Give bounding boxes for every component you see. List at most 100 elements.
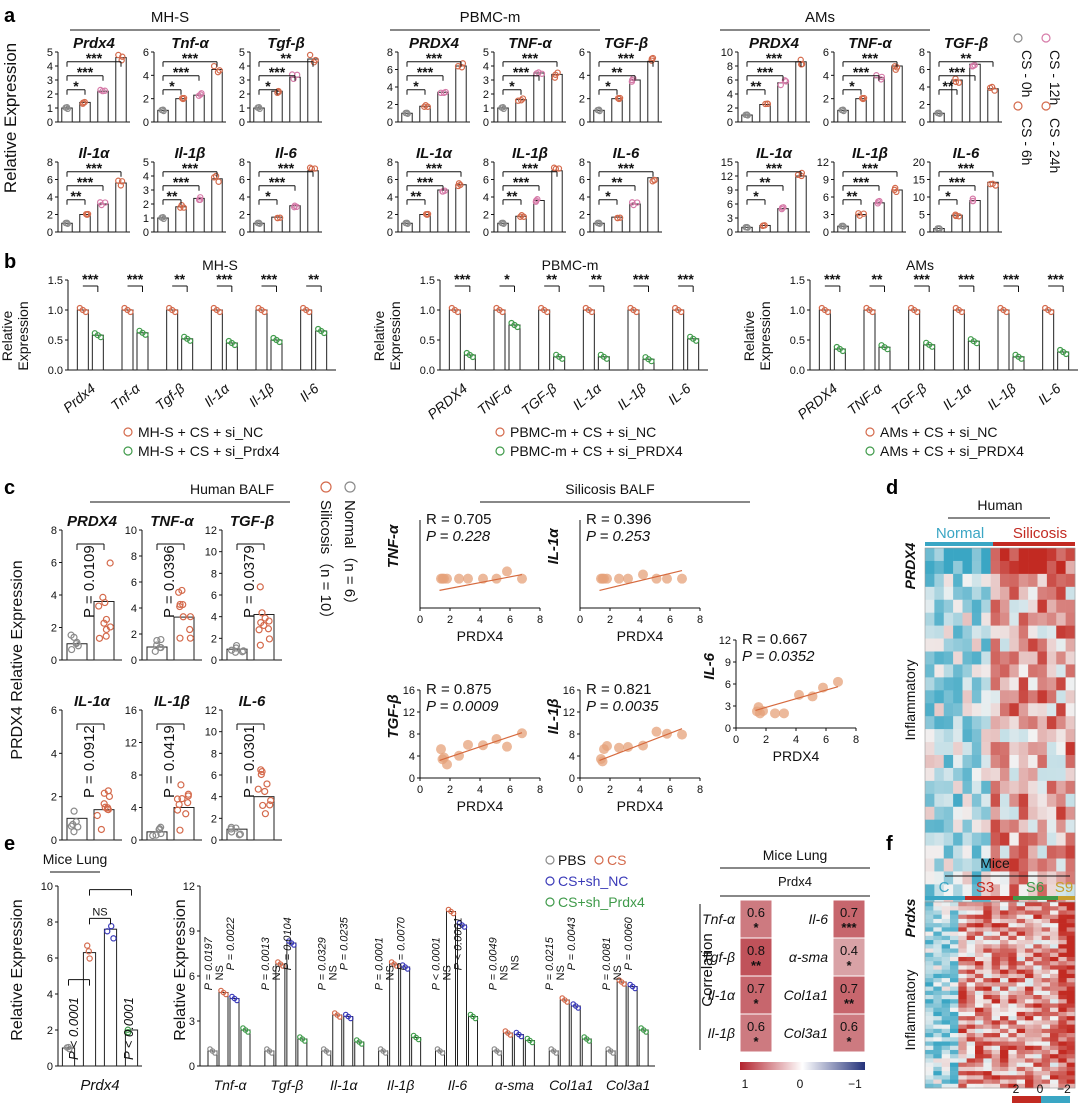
heat-cell (950, 1079, 959, 1085)
heat-cell (958, 1037, 967, 1042)
y-label: IL-1β (545, 698, 562, 734)
heat-cell (1000, 742, 1010, 756)
sig-label: *** (853, 174, 870, 190)
heat-cell (950, 918, 959, 924)
data-point (651, 176, 658, 184)
y-tick-label: 0 (211, 655, 217, 667)
y-label: Relative (741, 311, 757, 362)
sig-label: *** (862, 50, 879, 66)
heat-cell (1008, 999, 1017, 1004)
y-tick-label: 2 (239, 89, 245, 101)
panel-label-e: e (4, 833, 15, 855)
heat-cell (1041, 1020, 1051, 1025)
scatter-point (623, 741, 633, 752)
heat-cell (1037, 845, 1048, 859)
bar (491, 1050, 502, 1067)
bar (455, 184, 467, 233)
heat-cell (1058, 1083, 1067, 1089)
data-point (68, 645, 76, 654)
heat-cell (1041, 1016, 1051, 1021)
heat-cell (1066, 961, 1076, 966)
heat-cell (941, 1071, 951, 1076)
heat-cell (958, 956, 967, 962)
heat-cell (1033, 1062, 1042, 1068)
bar-nc (952, 309, 965, 371)
heat-cell (953, 677, 963, 691)
heat-cell (943, 638, 954, 652)
bar-si (878, 346, 891, 371)
scale-label: 2 (1013, 1082, 1020, 1096)
heat-cell (991, 978, 1001, 983)
data-point (231, 341, 238, 349)
heat-cell (1009, 767, 1020, 782)
x-tick-label: α-sma (495, 1077, 534, 1093)
heat-cell (1033, 961, 1042, 966)
data-point (280, 963, 286, 969)
heat-cell (975, 990, 984, 996)
data-point (258, 609, 266, 617)
scatter-point (614, 742, 624, 753)
heat-cell (1008, 986, 1017, 992)
heat-cell (1033, 1083, 1042, 1089)
heat-cell (933, 906, 942, 911)
group-label: Normal (936, 525, 984, 542)
data-point (544, 308, 551, 316)
group-title: AMs (906, 257, 934, 273)
data-point (311, 165, 319, 172)
heat-cell (966, 1062, 976, 1068)
heat-cell (1025, 1066, 1034, 1072)
row-label: Prdxs (902, 898, 918, 937)
panel-c-y-label: PRDX4 Relative Expression (9, 560, 26, 759)
data-point (257, 766, 265, 774)
y-tick-label: 6 (727, 75, 733, 87)
bar (307, 58, 319, 123)
bar (873, 77, 885, 123)
heat-cell (1050, 978, 1059, 983)
heat-cell (934, 599, 945, 613)
data-point (616, 214, 624, 221)
bar (401, 112, 413, 123)
heat-cell (958, 952, 967, 958)
panel-label-c: c (4, 477, 15, 499)
heat-cell (943, 793, 954, 808)
heat-cell (1037, 832, 1048, 846)
heat-cell (966, 1045, 976, 1051)
bar-nc (255, 309, 268, 371)
data-point (110, 935, 117, 942)
heat-cell (975, 1066, 984, 1072)
sig-label: *** (417, 64, 434, 80)
heat-cell (1025, 1083, 1034, 1089)
x-tick-label: 2 (607, 614, 613, 626)
heat-cell (941, 948, 951, 954)
heat-cell (958, 1024, 967, 1030)
group-title: MH-S (151, 9, 189, 26)
x-tick-label: IL-1β (614, 380, 649, 413)
heat-cell (958, 969, 967, 975)
heat-cell (943, 548, 954, 562)
legend-label: CS (607, 852, 626, 868)
heat-cell (962, 793, 973, 808)
heat-cell (1016, 927, 1026, 932)
heat-cell (1033, 1045, 1042, 1051)
heat-cell (1058, 1079, 1067, 1085)
data-point (210, 174, 218, 181)
bar (777, 208, 789, 233)
chart-title: Tgf-β (267, 35, 305, 52)
heat-cell (1033, 973, 1042, 979)
y-tick-label: 9 (823, 175, 829, 187)
bar-si (508, 324, 521, 371)
heat-cell (1065, 548, 1076, 562)
y-tick-label: 6 (143, 47, 149, 59)
y-tick-label: 0 (47, 117, 53, 129)
heat-cell (934, 612, 945, 626)
y-tick-label: 8 (211, 748, 217, 760)
heat-cell (1000, 806, 1010, 820)
heat-cell (1056, 767, 1066, 782)
heat-cell (1058, 931, 1067, 937)
x-label: PRDX4 (457, 628, 504, 644)
sig-label: *** (618, 50, 635, 66)
heat-cell (1041, 914, 1051, 920)
corr-scale-label: −1 (848, 1077, 862, 1091)
heat-cell (950, 902, 959, 907)
data-point (798, 172, 805, 180)
